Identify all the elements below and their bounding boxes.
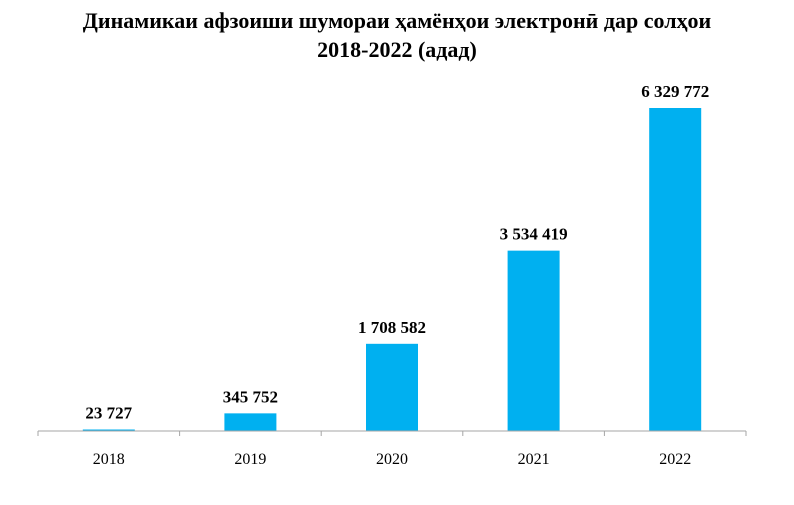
data-label-2021: 3 534 419	[500, 225, 568, 244]
data-label-2020: 1 708 582	[358, 318, 426, 337]
x-tick-label-2019: 2019	[234, 451, 266, 468]
data-label-2022: 6 329 772	[641, 82, 709, 101]
x-tick-label-2018: 2018	[93, 451, 125, 468]
bar-2022	[649, 108, 702, 431]
x-tick-label-2020: 2020	[376, 451, 408, 468]
x-tick-label-2021: 2021	[518, 451, 550, 468]
chart-title-line-1: Динамикаи афзоиши шумораи ҳамёнҳои элект…	[82, 8, 712, 33]
x-tick-label-2022: 2022	[659, 451, 691, 468]
data-label-2019: 345 752	[223, 387, 278, 406]
bar-2018	[82, 429, 135, 431]
data-label-2018: 23 727	[85, 404, 132, 423]
bar-2020	[366, 343, 418, 431]
chart-title: Динамикаи афзоиши шумораи ҳамёнҳои элект…	[0, 6, 794, 64]
bar-2019	[224, 413, 277, 431]
bar-2021	[507, 250, 560, 431]
chart-title-line-2: 2018-2022 (адад)	[317, 37, 477, 62]
